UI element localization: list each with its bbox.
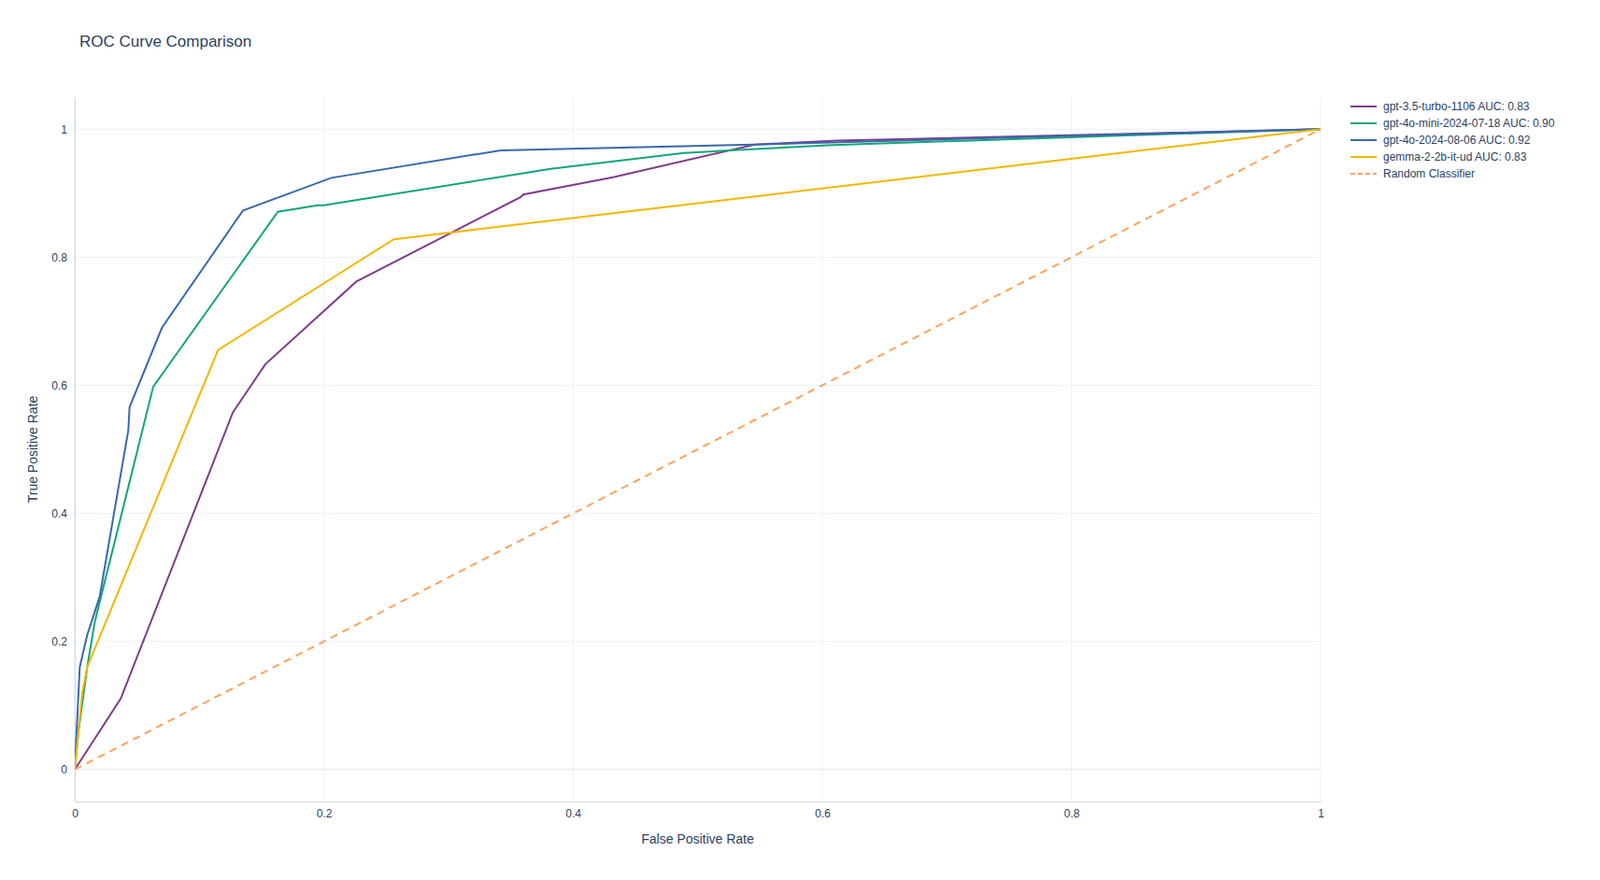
grid-line-x [73, 97, 76, 802]
chart: 0 0.2 0.4 0.6 0.8 1 0 0.2 0.4 0.6 0.8 1 ROC Curve Co… [0, 0, 1600, 880]
y-tick: 0 [60, 763, 75, 777]
plot-area [74, 128, 1321, 770]
x-tick: 0.4 [565, 801, 582, 821]
grid-line-x [1320, 97, 1322, 802]
x-tick: 1 [1317, 801, 1325, 821]
x-tick-label: 0.4 [565, 807, 582, 821]
x-tick-label: 0.2 [316, 807, 333, 821]
y-axis: 0 0.2 0.4 0.6 0.8 1 [51, 98, 75, 803]
grid-line-x [821, 97, 823, 802]
grid-line-y [74, 513, 1321, 515]
y-tick-label: 0 [60, 763, 68, 777]
roc-line [74, 128, 1321, 770]
y-tick-label: 0.2 [51, 635, 68, 649]
legend: gpt-3.5-turbo-1106 AUC: 0.83 gpt-4o-mini-… [1350, 100, 1556, 181]
grid-line-x [572, 97, 574, 802]
y-tick-label: 0.6 [51, 379, 68, 393]
grid-line-y [74, 128, 1321, 130]
title: ROC Curve Comparison [79, 32, 252, 51]
x-tick-label: 0.6 [814, 807, 831, 821]
grid [74, 97, 1321, 802]
legend-label[interactable]: Random Classifier [1383, 167, 1475, 181]
roc-line [74, 128, 1321, 770]
legend-swatch[interactable] [1350, 122, 1377, 125]
grid-line-x [1071, 97, 1072, 802]
grid-line-y [74, 257, 1321, 258]
legend-label[interactable]: gpt-4o-mini-2024-07-18 AUC: 0.90 [1383, 116, 1556, 130]
roc-line [74, 128, 1321, 770]
x-axis: 0 0.2 0.4 0.6 0.8 1 [71, 801, 1325, 821]
y-axis-title: True Positive Rate [25, 395, 41, 503]
roc-line [74, 128, 1321, 770]
legend-swatch[interactable] [1350, 156, 1377, 158]
x-tick-label: 0 [71, 807, 79, 821]
y-tick-label: 0.8 [51, 251, 68, 265]
y-tick: 0.6 [51, 379, 75, 393]
y-tick-label: 1 [60, 123, 68, 137]
legend-swatch[interactable] [1350, 172, 1377, 175]
x-tick-label: 0.8 [1064, 807, 1081, 821]
y-tick: 0.2 [51, 635, 75, 649]
x-tick: 0.6 [814, 801, 831, 821]
grid-line-y [74, 641, 1321, 643]
roc-line [74, 128, 1321, 770]
x-tick: 0.8 [1064, 801, 1081, 821]
grid-line-x [323, 97, 325, 802]
grid-line-y [74, 385, 1321, 386]
x-tick-label: 1 [1317, 807, 1325, 821]
y-axis-line [74, 98, 76, 803]
legend-label[interactable]: gpt-4o-2024-08-06 AUC: 0.92 [1383, 133, 1531, 147]
x-axis-line [75, 801, 1322, 803]
y-tick-label: 0.4 [51, 507, 68, 521]
grid-line-y [74, 769, 1321, 772]
legend-label[interactable]: gpt-3.5-turbo-1106 AUC: 0.83 [1383, 100, 1530, 114]
y-tick: 0.4 [51, 507, 75, 521]
y-tick: 0.8 [51, 251, 75, 265]
x-axis-title: False Positive Rate [641, 831, 755, 847]
legend-label[interactable]: gemma-2-2b-it-ud AUC: 0.83 [1383, 150, 1528, 164]
legend-swatch[interactable] [1350, 105, 1377, 108]
x-tick: 0.2 [316, 801, 333, 821]
x-tick: 0 [71, 801, 79, 821]
legend-swatch[interactable] [1350, 139, 1377, 142]
y-tick: 1 [60, 123, 75, 137]
